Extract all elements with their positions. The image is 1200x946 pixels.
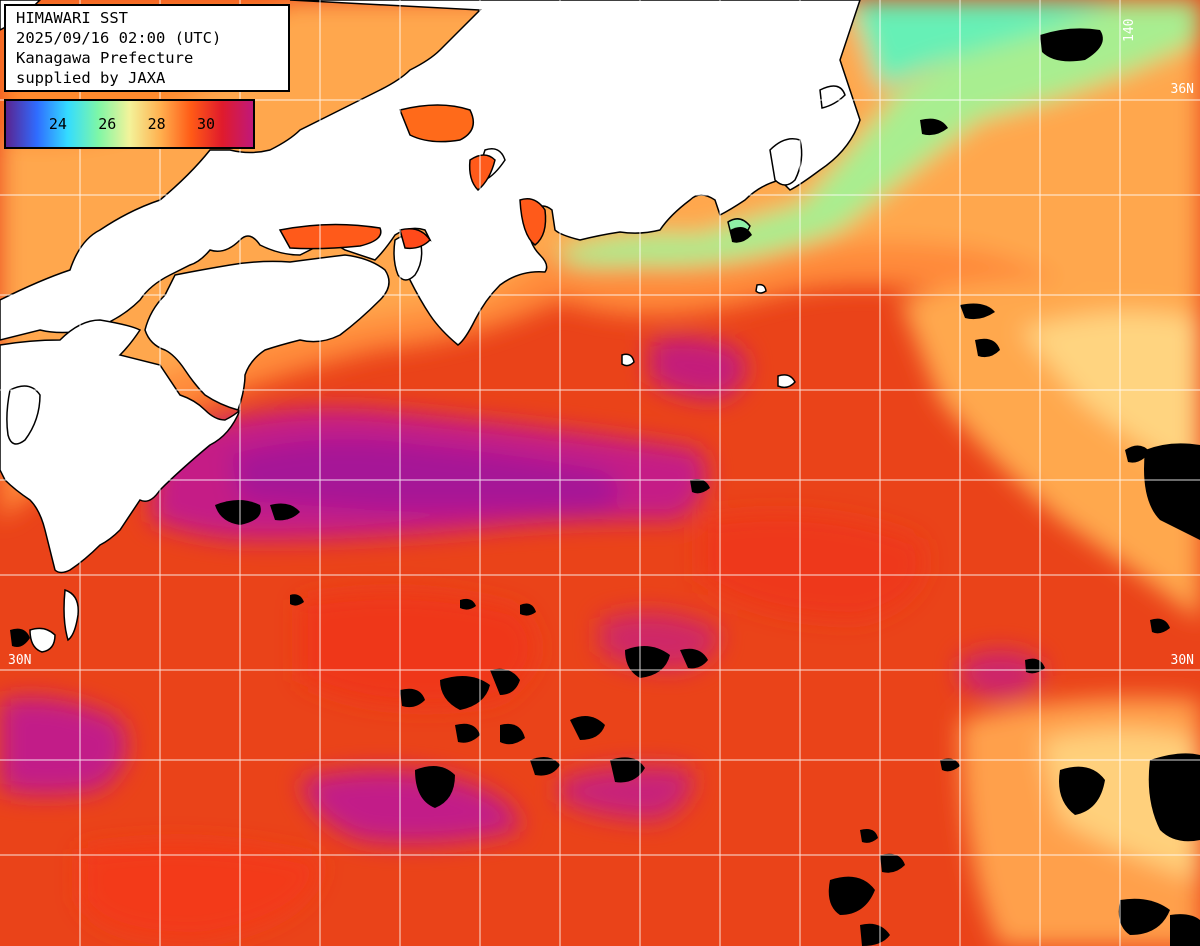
island-west-kyushu [6,385,41,445]
tanegashima-island [29,627,56,653]
island-izu-2 [621,353,635,367]
no-data-areas [10,28,1200,946]
lat-label-30n-east: 30N [1170,653,1194,668]
temperature-color-legend: 24 26 28 30 [4,99,255,149]
provider-prefecture: Kanagawa Prefecture [16,49,194,67]
island-izu-1 [777,374,796,389]
island-izu-3 [755,283,767,294]
map-info-box: HIMAWARI SST 2025/09/16 02:00 (UTC) Kana… [4,4,290,92]
observation-time: 2025/09/16 02:00 (UTC) [16,29,222,47]
lat-label-30n-west: 30N [8,653,32,668]
island-south-kyushu [63,588,79,642]
lon-label-136e: 136E [484,10,499,42]
seto-sea [278,223,382,250]
north-inlet [398,104,475,143]
izu-peninsula [769,138,803,186]
data-source: supplied by JAXA [16,69,166,87]
legend-tick-30: 30 [197,115,216,133]
honshu-land [0,0,861,346]
osaka-bay [399,228,431,250]
legend-ticks: 24 26 28 30 [6,115,253,135]
legend-tick-26: 26 [98,115,117,133]
island-sado [819,85,846,109]
biwa-bay [468,154,496,192]
lon-label-140: 140 [1122,18,1137,42]
ise-bay [519,198,547,246]
product-title: HIMAWARI SST [16,9,128,27]
legend-tick-24: 24 [48,115,67,133]
legend-tick-28: 28 [147,115,166,133]
lat-label-36n: 36N [1170,82,1194,97]
kyushu-land [0,319,241,574]
